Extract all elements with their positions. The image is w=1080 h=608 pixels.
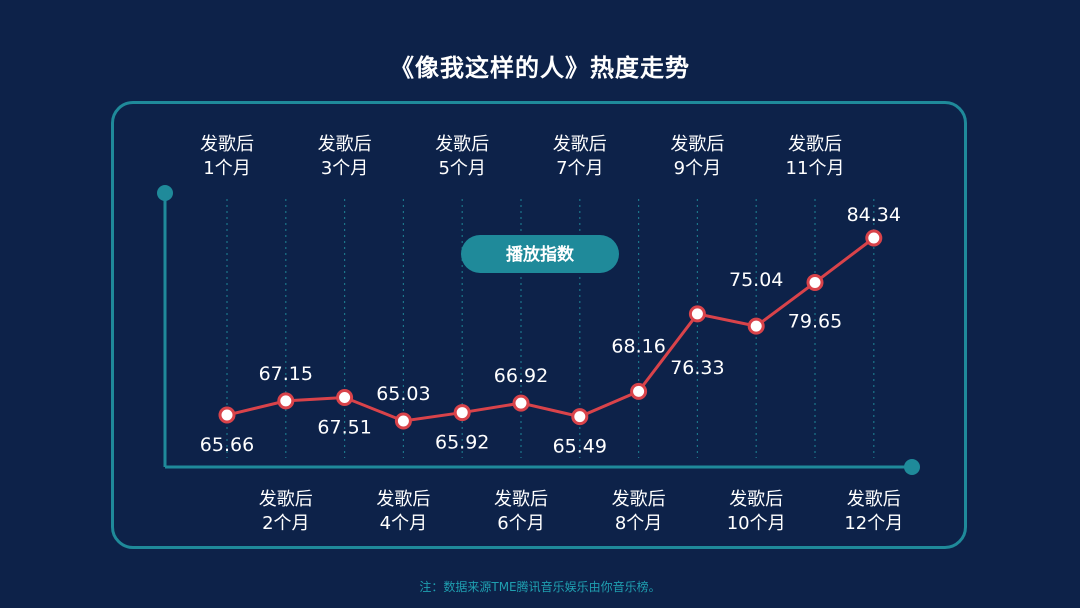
category-label: 发歌后: [612, 489, 666, 510]
category-label: 发歌后: [318, 134, 372, 155]
data-label: 65.49: [553, 436, 607, 458]
category-label: 10个月: [727, 513, 786, 534]
category-label: 3个月: [321, 158, 368, 179]
data-point: [394, 412, 412, 430]
data-point: [865, 229, 883, 247]
category-label: 发歌后: [729, 489, 783, 510]
x-axis-cap: [904, 459, 920, 475]
data-label: 84.34: [847, 204, 901, 226]
legend-pill: [461, 235, 619, 273]
category-label: 2个月: [262, 513, 309, 534]
category-label: 发歌后: [670, 134, 724, 155]
data-point: [218, 406, 236, 424]
data-label: 65.03: [376, 383, 430, 405]
data-label: 67.15: [259, 363, 313, 385]
category-label: 6个月: [497, 513, 544, 534]
footnote: 注：数据来源TME腾讯音乐娱乐由你音乐榜。: [419, 580, 661, 594]
data-label: 76.33: [670, 357, 724, 379]
category-label: 发歌后: [435, 134, 489, 155]
data-label: 65.92: [435, 432, 489, 454]
data-point: [630, 382, 648, 400]
data-label: 75.04: [729, 269, 783, 291]
data-label: 79.65: [788, 310, 842, 332]
data-point: [571, 408, 589, 426]
legend-label: 播放指数: [506, 244, 575, 265]
category-label: 7个月: [556, 158, 603, 179]
data-label: 67.51: [317, 416, 371, 438]
category-label: 8个月: [615, 513, 662, 534]
category-label: 1个月: [203, 158, 250, 179]
series-line: [226, 236, 875, 423]
data-point: [688, 305, 706, 323]
data-point: [747, 317, 765, 335]
data-point: [336, 388, 354, 406]
category-label: 发歌后: [200, 134, 254, 155]
data-point: [277, 392, 295, 410]
category-label: 发歌后: [259, 489, 313, 510]
category-label: 4个月: [380, 513, 427, 534]
data-point: [512, 394, 530, 412]
chart-title: 《像我这样的人》热度走势: [390, 54, 690, 82]
category-label: 发歌后: [376, 489, 430, 510]
category-label: 12个月: [844, 513, 903, 534]
category-label: 11个月: [786, 158, 845, 179]
data-label: 68.16: [611, 335, 665, 357]
data-label: 65.66: [200, 434, 254, 456]
category-label: 发歌后: [847, 489, 901, 510]
chart-frame: [111, 101, 967, 549]
data-label: 66.92: [494, 365, 548, 387]
category-label: 5个月: [438, 158, 485, 179]
category-label: 发歌后: [494, 489, 548, 510]
y-axis-cap: [157, 185, 173, 201]
category-label: 发歌后: [553, 134, 607, 155]
category-label: 9个月: [674, 158, 721, 179]
data-point: [806, 273, 824, 291]
category-label: 发歌后: [788, 134, 842, 155]
data-point: [453, 404, 471, 422]
